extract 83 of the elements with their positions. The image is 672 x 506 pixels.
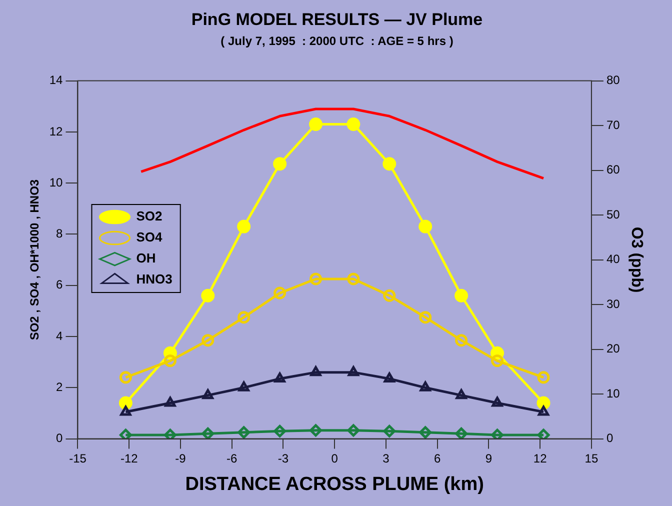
- legend-label: SO4: [136, 230, 164, 245]
- x-tick-label: 9: [485, 451, 492, 466]
- y-tick-label: 8: [56, 226, 64, 241]
- y-tick-label: 10: [49, 175, 64, 190]
- y2-tick-label: 40: [606, 252, 620, 266]
- point: [238, 426, 250, 439]
- y2-tick-label: 20: [606, 342, 620, 356]
- legend-label: SO2: [136, 208, 162, 224]
- point: [119, 371, 132, 384]
- x-tick-label: 0: [331, 451, 338, 466]
- point: [537, 371, 550, 384]
- point: [202, 427, 214, 439]
- y2-tick-label: 0: [606, 431, 614, 446]
- y-tick-label: 14: [49, 73, 64, 88]
- point: [456, 389, 467, 400]
- point: [492, 396, 503, 407]
- point: [347, 272, 360, 286]
- x-tick-label: -12: [120, 451, 138, 466]
- y2-tick-label: 10: [606, 386, 620, 400]
- point: [383, 289, 396, 302]
- legend-label: OH: [136, 250, 156, 266]
- point: [384, 372, 395, 382]
- point: [347, 424, 360, 437]
- point: [201, 288, 215, 302]
- y-axis-title: SO2 , SO4 , OH*1000 , HNO3: [28, 179, 42, 340]
- point: [274, 286, 286, 300]
- y-tick-label: 6: [56, 278, 64, 292]
- x-tick-label: 3: [382, 451, 390, 466]
- point: [274, 372, 286, 382]
- point: [420, 381, 431, 392]
- point: [202, 334, 214, 347]
- chart-subtitle: ( July 7, 1995 : 2000 UTC : AGE = 5 hrs ): [220, 34, 454, 48]
- point: [491, 428, 504, 439]
- y2-axis-title: O3 (ppb): [628, 226, 645, 293]
- point: [418, 220, 432, 234]
- y-tick-label: 4: [56, 328, 64, 343]
- y2-tick-label: 60: [606, 162, 620, 177]
- y2-tick-label: 70: [606, 118, 620, 132]
- x-tick-label: 6: [434, 451, 441, 466]
- x-tick-label: 12: [533, 451, 548, 466]
- point: [310, 424, 322, 437]
- y-tick-label: 12: [49, 124, 64, 138]
- point: [537, 428, 550, 439]
- legend-label: HNO3: [136, 272, 172, 287]
- x-tick-label: -9: [175, 451, 186, 466]
- point: [274, 424, 286, 438]
- point: [164, 354, 176, 368]
- point: [118, 396, 132, 410]
- point: [454, 288, 468, 302]
- point: [202, 389, 214, 400]
- point: [310, 366, 322, 376]
- point: [164, 428, 176, 439]
- point: [383, 424, 396, 438]
- x-axis-title: DISTANCE ACROSS PLUME (km): [185, 474, 484, 495]
- x-tick-label: -15: [69, 451, 87, 466]
- point: [419, 426, 432, 439]
- point: [119, 428, 132, 439]
- x-tick-label: 15: [584, 451, 598, 466]
- y2-tick-label: 30: [606, 296, 620, 311]
- y-tick-label: 0: [56, 431, 64, 446]
- point: [382, 157, 396, 171]
- point: [273, 157, 287, 171]
- point: [310, 272, 322, 286]
- point: [455, 334, 468, 347]
- point: [238, 311, 250, 324]
- point: [309, 118, 323, 132]
- point: [120, 406, 132, 416]
- x-tick-label: -6: [226, 451, 238, 466]
- y2-tick-label: 50: [606, 207, 620, 222]
- point: [238, 381, 250, 392]
- point: [348, 366, 360, 376]
- point: [164, 396, 176, 407]
- point: [536, 396, 550, 410]
- y-tick-label: 2: [56, 380, 64, 394]
- point: [237, 220, 251, 234]
- point: [419, 311, 432, 324]
- point: [538, 406, 550, 416]
- point: [491, 354, 504, 368]
- x-tick-label: -3: [278, 451, 289, 466]
- point: [346, 118, 360, 132]
- point: [455, 427, 468, 439]
- y2-tick-label: 80: [606, 73, 620, 88]
- chart-title: PinG MODEL RESULTS — JV Plume: [191, 10, 483, 29]
